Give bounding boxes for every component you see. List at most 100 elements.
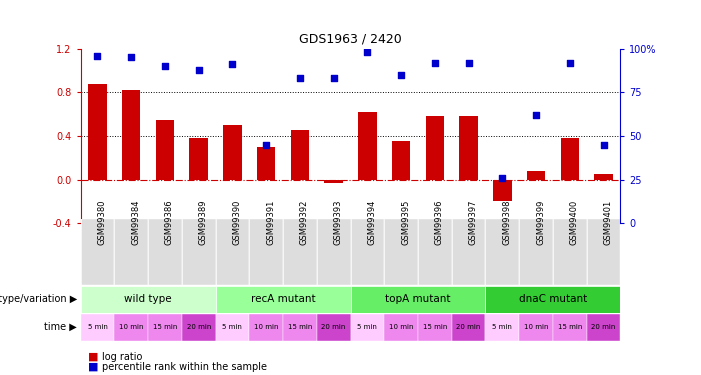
- Text: 15 min: 15 min: [557, 324, 582, 330]
- Bar: [156, 120, 175, 180]
- Bar: [485, 314, 519, 340]
- Text: GSM99397: GSM99397: [468, 200, 477, 245]
- Bar: [418, 219, 451, 285]
- Bar: [392, 141, 410, 180]
- Text: GSM99386: GSM99386: [165, 200, 174, 246]
- Bar: [216, 314, 250, 340]
- Bar: [216, 219, 250, 285]
- Bar: [182, 314, 216, 340]
- Text: 15 min: 15 min: [423, 324, 447, 330]
- Bar: [182, 219, 216, 285]
- Bar: [81, 286, 216, 313]
- Bar: [257, 147, 275, 180]
- Bar: [325, 180, 343, 183]
- Point: [598, 142, 609, 148]
- Text: GSM99390: GSM99390: [233, 200, 241, 245]
- Text: GSM99391: GSM99391: [266, 200, 275, 245]
- Point: [227, 62, 238, 68]
- Bar: [451, 219, 485, 285]
- Text: ■: ■: [88, 352, 98, 362]
- Bar: [561, 138, 579, 180]
- Text: 5 min: 5 min: [358, 324, 377, 330]
- Text: wild type: wild type: [124, 294, 172, 304]
- Bar: [384, 314, 418, 340]
- Bar: [122, 90, 140, 180]
- Text: percentile rank within the sample: percentile rank within the sample: [102, 362, 266, 372]
- Bar: [291, 130, 309, 180]
- Bar: [587, 219, 620, 285]
- Point: [193, 67, 204, 73]
- Bar: [553, 314, 587, 340]
- Bar: [317, 219, 350, 285]
- Bar: [526, 171, 545, 180]
- Bar: [426, 116, 444, 180]
- Text: log ratio: log ratio: [102, 352, 142, 362]
- Bar: [250, 314, 283, 340]
- Point: [92, 53, 103, 59]
- Bar: [358, 112, 376, 180]
- Text: 5 min: 5 min: [88, 324, 107, 330]
- Text: dnaC mutant: dnaC mutant: [519, 294, 587, 304]
- Bar: [485, 219, 519, 285]
- Bar: [114, 314, 148, 340]
- Text: GSM99393: GSM99393: [334, 200, 343, 245]
- Bar: [350, 314, 384, 340]
- Bar: [250, 219, 283, 285]
- Text: GSM99394: GSM99394: [367, 200, 376, 245]
- Text: GSM99380: GSM99380: [97, 200, 107, 245]
- Bar: [114, 219, 148, 285]
- Bar: [587, 314, 620, 340]
- Text: 5 min: 5 min: [222, 324, 243, 330]
- Text: 10 min: 10 min: [524, 324, 548, 330]
- Point: [328, 75, 339, 81]
- Bar: [451, 314, 485, 340]
- Point: [159, 63, 170, 69]
- Point: [395, 72, 407, 78]
- Text: 10 min: 10 min: [389, 324, 414, 330]
- Text: 20 min: 20 min: [592, 324, 615, 330]
- Point: [362, 49, 373, 55]
- Text: 15 min: 15 min: [153, 324, 177, 330]
- Text: 10 min: 10 min: [119, 324, 144, 330]
- Point: [294, 75, 306, 81]
- Bar: [223, 125, 242, 180]
- Text: time ▶: time ▶: [44, 322, 77, 332]
- Bar: [519, 314, 553, 340]
- Bar: [283, 219, 317, 285]
- Bar: [148, 219, 182, 285]
- Text: GSM99395: GSM99395: [401, 200, 410, 245]
- Text: GSM99389: GSM99389: [198, 200, 207, 245]
- Bar: [384, 219, 418, 285]
- Bar: [418, 314, 451, 340]
- Point: [125, 54, 137, 60]
- Bar: [519, 219, 553, 285]
- Bar: [485, 286, 620, 313]
- Bar: [283, 314, 317, 340]
- Point: [429, 60, 440, 66]
- Text: 15 min: 15 min: [287, 324, 312, 330]
- Bar: [148, 314, 182, 340]
- Bar: [493, 180, 512, 201]
- Text: recA mutant: recA mutant: [251, 294, 315, 304]
- Text: GSM99401: GSM99401: [604, 200, 613, 245]
- Point: [497, 175, 508, 181]
- Bar: [553, 219, 587, 285]
- Text: topA mutant: topA mutant: [386, 294, 451, 304]
- Bar: [350, 286, 485, 313]
- Text: GSM99400: GSM99400: [570, 200, 579, 245]
- Text: GSM99398: GSM99398: [503, 200, 511, 245]
- Bar: [594, 174, 613, 180]
- Text: GSM99392: GSM99392: [300, 200, 309, 245]
- Bar: [317, 314, 350, 340]
- Text: GSM99399: GSM99399: [536, 200, 545, 245]
- Bar: [350, 219, 384, 285]
- Bar: [81, 219, 114, 285]
- Bar: [216, 286, 350, 313]
- Bar: [81, 314, 114, 340]
- Text: 20 min: 20 min: [322, 324, 346, 330]
- Point: [261, 142, 272, 148]
- Text: GSM99384: GSM99384: [131, 200, 140, 245]
- Bar: [88, 84, 107, 180]
- Text: 20 min: 20 min: [456, 324, 481, 330]
- Bar: [459, 116, 478, 180]
